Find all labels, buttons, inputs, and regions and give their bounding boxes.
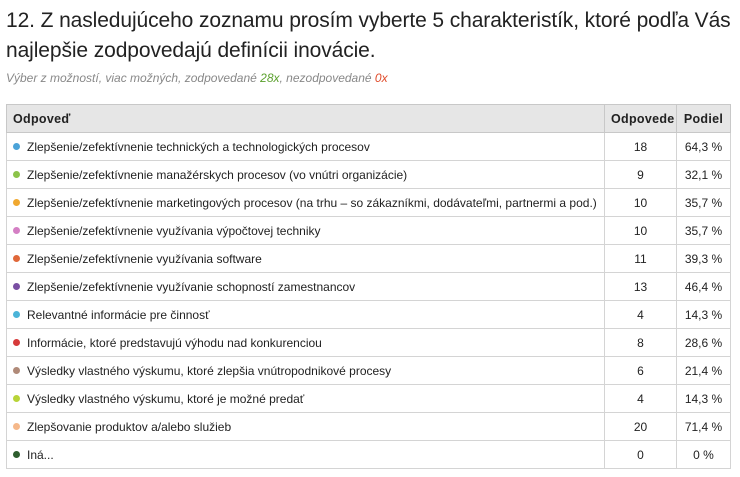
table-body: Zlepšenie/zefektívnenie technických a te… xyxy=(6,132,731,469)
header-share: Podiel xyxy=(676,104,731,133)
legend-dot-icon xyxy=(13,310,20,318)
header-answer: Odpoveď xyxy=(6,104,605,133)
answer-cell: Relevantné informácie pre činnosť xyxy=(6,300,605,329)
answer-label: Informácie, ktoré predstavujú výhodu nad… xyxy=(27,335,322,350)
header-count: Odpovede xyxy=(604,104,677,133)
table-row: Zlepšenie/zefektívnenie technických a te… xyxy=(6,132,731,161)
count-cell: 10 xyxy=(604,188,677,217)
share-cell: 39,3 % xyxy=(676,244,731,273)
table-row: Zlepšenie/zefektívnenie využívania softw… xyxy=(6,244,731,273)
count-cell: 4 xyxy=(604,384,677,413)
answer-cell: Zlepšenie/zefektívnenie využívania výpoč… xyxy=(6,216,605,245)
question-title: 12. Z nasledujúceho zoznamu prosím vyber… xyxy=(6,9,731,62)
table-row: Zlepšenie/zefektívnenie využívanie schop… xyxy=(6,272,731,301)
legend-dot-icon xyxy=(13,422,20,430)
meta-prefix: Výber z možností, viac možných, zodpoved… xyxy=(6,71,261,85)
answer-cell: Výsledky vlastného výskumu, ktoré zlepši… xyxy=(6,356,605,385)
count-cell: 9 xyxy=(604,160,677,189)
share-cell: 14,3 % xyxy=(676,384,731,413)
share-cell: 32,1 % xyxy=(676,160,731,189)
answer-cell: Zlepšenie/zefektívnenie manažérskych pro… xyxy=(6,160,605,189)
legend-dot-icon xyxy=(13,338,20,346)
results-table: Odpoveď Odpovede Podiel Zlepšenie/zefekt… xyxy=(6,104,731,469)
count-cell: 18 xyxy=(604,132,677,161)
unanswered-count: 0x xyxy=(374,71,388,85)
table-header-row: Odpoveď Odpovede Podiel xyxy=(6,104,731,133)
table-row: Iná... 0 0 % xyxy=(6,440,731,469)
answer-cell: Zlepšenie/zefektívnenie marketingových p… xyxy=(6,188,605,217)
legend-dot-icon xyxy=(13,142,20,150)
answer-label: Relevantné informácie pre činnosť xyxy=(27,307,210,322)
table-row: Zlepšovanie produktov a/alebo služieb 20 7… xyxy=(6,412,731,441)
share-cell: 46,4 % xyxy=(676,272,731,301)
count-cell: 20 xyxy=(604,412,677,441)
count-cell: 6 xyxy=(604,356,677,385)
answer-cell: Zlepšovanie produktov a/alebo služieb xyxy=(6,412,605,441)
share-cell: 64,3 % xyxy=(676,132,731,161)
table-row: Zlepšenie/zefektívnenie manažérskych pro… xyxy=(6,160,731,189)
count-cell: 8 xyxy=(604,328,677,357)
answer-cell: Zlepšenie/zefektívnenie využívania softw… xyxy=(6,244,605,273)
count-cell: 11 xyxy=(604,244,677,273)
count-cell: 0 xyxy=(604,440,677,469)
answer-label: Zlepšenie/zefektívnenie technických a te… xyxy=(27,139,370,154)
legend-dot-icon xyxy=(13,226,20,234)
table-row: Zlepšenie/zefektívnenie marketingových p… xyxy=(6,188,731,217)
answer-label: Zlepšovanie produktov a/alebo služieb xyxy=(27,419,232,434)
answer-cell: Zlepšenie/zefektívnenie technických a te… xyxy=(6,132,605,161)
share-cell: 14,3 % xyxy=(676,300,731,329)
count-cell: 10 xyxy=(604,216,677,245)
legend-dot-icon xyxy=(13,394,20,402)
table-row: Informácie, ktoré predstavujú výhodu nad… xyxy=(6,328,731,357)
share-cell: 0 % xyxy=(676,440,731,469)
share-cell: 35,7 % xyxy=(676,188,731,217)
share-cell: 28,6 % xyxy=(676,328,731,357)
answer-label: Výsledky vlastného výskumu, ktoré je mož… xyxy=(27,391,305,406)
table-row: Výsledky vlastného výskumu, ktoré je mož… xyxy=(6,384,731,413)
legend-dot-icon xyxy=(13,198,20,206)
share-cell: 21,4 % xyxy=(676,356,731,385)
answer-label: Zlepšenie/zefektívnenie využívanie schop… xyxy=(27,279,356,294)
count-cell: 13 xyxy=(604,272,677,301)
answer-label: Zlepšenie/zefektívnenie manažérskych pro… xyxy=(27,167,408,182)
table-row: Výsledky vlastného výskumu, ktoré zlepši… xyxy=(6,356,731,385)
table-row: Zlepšenie/zefektívnenie využívania výpoč… xyxy=(6,216,731,245)
legend-dot-icon xyxy=(13,450,20,458)
answer-label: Zlepšenie/zefektívnenie marketingových p… xyxy=(27,195,597,210)
answer-label: Zlepšenie/zefektívnenie využívania softw… xyxy=(27,251,262,266)
answer-label: Zlepšenie/zefektívnenie využívania výpoč… xyxy=(27,223,321,238)
answer-label: Výsledky vlastného výskumu, ktoré zlepši… xyxy=(27,363,392,378)
share-cell: 35,7 % xyxy=(676,216,731,245)
table-row: Relevantné informácie pre činnosť 4 14,3 % xyxy=(6,300,731,329)
answer-cell: Zlepšenie/zefektívnenie využívanie schop… xyxy=(6,272,605,301)
legend-dot-icon xyxy=(13,282,20,290)
legend-dot-icon xyxy=(13,170,20,178)
meta-middle: , nezodpovedané xyxy=(279,71,375,85)
answer-cell: Výsledky vlastného výskumu, ktoré je mož… xyxy=(6,384,605,413)
share-cell: 71,4 % xyxy=(676,412,731,441)
answer-cell: Iná... xyxy=(6,440,605,469)
count-cell: 4 xyxy=(604,300,677,329)
legend-dot-icon xyxy=(13,254,20,262)
legend-dot-icon xyxy=(13,366,20,374)
answer-cell: Informácie, ktoré predstavujú výhodu nad… xyxy=(6,328,605,357)
answered-count: 28x xyxy=(260,71,280,85)
question-meta: Výber z možností, viac možných, zodpoved… xyxy=(6,71,388,85)
answer-label: Iná... xyxy=(27,447,54,462)
